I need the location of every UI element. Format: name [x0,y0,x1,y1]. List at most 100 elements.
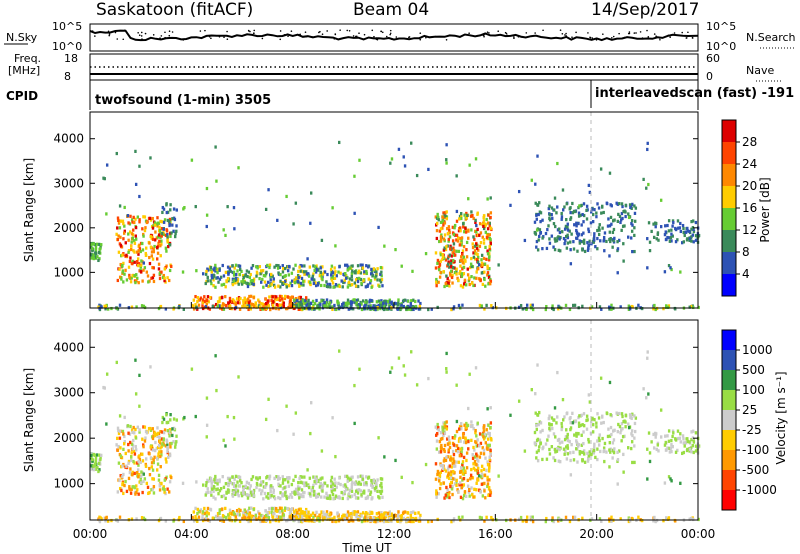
velocity-cell [123,483,126,488]
power-cell [303,272,306,276]
velocity-cell [298,515,302,519]
velocity-cell [460,449,463,454]
power-cell [159,235,162,239]
noise-search-point [226,30,228,33]
velocity-cell [444,458,448,463]
velocity-cell [442,447,446,452]
velocity-cell [642,387,645,391]
velocity-cell [581,516,584,520]
velocity-cell [240,494,244,498]
power-cell [315,268,319,272]
power-cell [483,307,486,311]
velocity-cell [315,475,318,479]
power-cell [630,219,634,223]
velocity-cell [294,411,298,415]
velocity-cell [486,484,489,488]
velocity-cell [227,481,230,486]
velocity-cell [156,434,159,438]
power-cell [312,272,315,276]
power-cell [360,281,363,285]
power-cell [612,219,615,223]
power-cell [205,269,208,274]
velocity-cell [585,427,589,431]
power-cell [356,284,360,289]
power-cell [444,247,448,252]
noise-search-point [389,29,392,32]
noise-search-point [425,36,427,39]
power-cell [121,253,124,257]
noise-search-point [591,37,594,39]
power-cell [205,186,209,191]
power-cell [216,276,219,280]
power-cell [241,274,245,278]
power-cell [138,220,141,224]
velocity-cell [438,473,442,478]
noise-search-point [504,31,507,34]
velocity-cell [199,508,203,512]
velocity-colorbar-segment [722,450,736,470]
velocity-cell [445,427,449,431]
power-cell [127,250,130,254]
power-cell [94,251,97,255]
velocity-cell [218,516,221,520]
power-colorbar-tick-label: 8 [742,245,750,259]
power-cell [455,249,458,253]
velocity-cell [138,457,142,462]
velocity-cell [691,444,695,448]
power-cell [213,266,216,270]
noise-search-point [298,33,301,36]
velocity-cell [273,497,277,501]
power-cell [596,228,599,233]
velocity-cell [592,448,596,453]
velocity-cell [410,510,413,515]
velocity-cell [442,433,445,437]
power-cell [485,235,489,240]
velocity-colorbar-label: Velocity [m s⁻¹] [774,371,788,464]
power-cell [633,249,636,254]
velocity-cell [348,477,352,481]
power-cell [566,222,569,226]
velocity-cell [608,380,612,385]
power-cell [288,299,292,303]
power-cell [582,238,586,242]
velocity-cell [279,496,282,501]
nave-tick-bottom: 0 [706,70,713,83]
velocity-cell [131,430,134,434]
velocity-cell [688,517,691,521]
power-cell [609,215,613,220]
velocity-cell [475,434,478,438]
velocity-cell [250,493,254,497]
power-cell [161,231,164,236]
velocity-cell [450,470,453,474]
power-cell [142,232,145,237]
power-cell [302,283,305,287]
noise-search-point [681,31,684,34]
velocity-cell [353,421,356,426]
power-cell [144,253,148,257]
power-cell [321,278,324,282]
power-cell [481,222,484,227]
velocity-cell [439,450,443,454]
power-colorbar-segment [722,186,736,208]
velocity-cell [152,477,155,481]
power-cell [482,219,486,223]
power-cell [445,143,448,147]
velocity-cell [247,516,251,520]
power-cell [545,304,548,309]
power-cell [90,243,93,247]
velocity-cell [325,515,328,519]
velocity-cell [457,490,460,494]
power-cell [590,207,594,211]
power-cell [633,226,636,230]
velocity-cell [581,459,584,463]
velocity-cell [465,466,469,470]
power-cell [98,257,101,261]
power-cell [545,246,549,251]
velocity-cell [209,477,213,481]
velocity-cell [552,432,556,436]
velocity-cell [268,477,271,481]
power-cell [386,299,390,304]
velocity-cell [686,437,689,441]
noise-search-point [653,33,656,35]
power-cell [322,298,325,303]
